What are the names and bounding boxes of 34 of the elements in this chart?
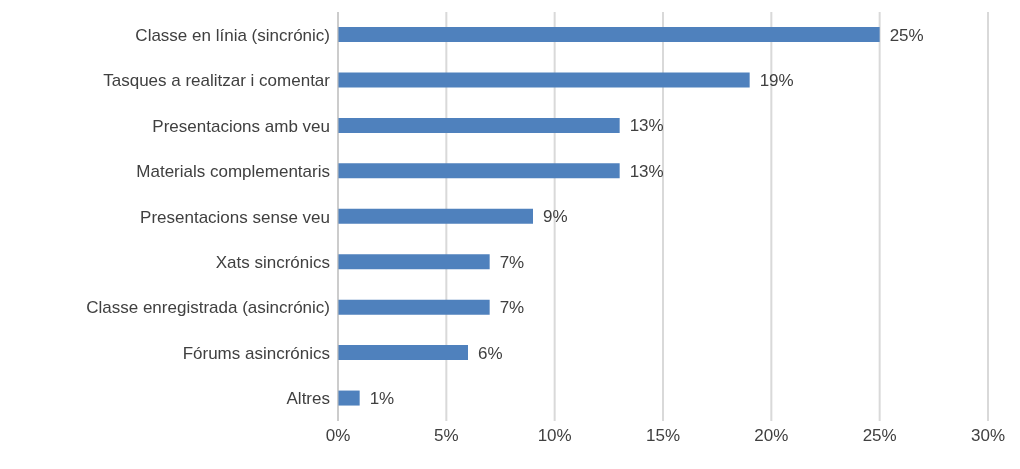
x-tick-label: 15% [645,426,681,446]
data-label: 9% [543,207,568,227]
bar [338,163,620,179]
y-tick-label: Fórums asincrónics [182,343,330,363]
x-tick-label: 30% [970,426,1006,446]
bar [338,72,750,88]
bar [338,208,533,224]
y-tick-label: Xats sincrónics [215,252,330,272]
y-tick-label: Presentacions amb veu [152,116,330,136]
data-label: 1% [369,389,395,409]
y-tick-label: Presentacions sense veu [140,207,330,227]
data-label: 19% [759,70,794,90]
bar [338,27,880,42]
bar [338,345,468,361]
bar [338,299,490,315]
data-label: 13% [629,116,664,136]
data-label: 7% [499,298,525,318]
data-label: 13% [629,161,664,181]
y-tick-label: Tasques a realitzar i comentar [103,71,331,91]
y-tick-label: Classe en línia (sincrónic) [135,25,330,45]
y-tick-label: Classe enregistrada (asincrónic) [86,298,330,318]
x-tick-label: 25% [862,426,897,446]
data-label: 7% [499,252,525,272]
bar [338,390,360,406]
x-tick-label: 0% [325,426,351,446]
x-tick-label: 10% [537,426,572,446]
bar [338,254,490,270]
x-tick-label: 5% [434,426,459,446]
data-label: 25% [889,25,924,45]
data-label: 6% [478,343,503,363]
bar [338,117,620,133]
y-tick-label: Materials complementaris [136,162,330,182]
y-tick-label: Altres [286,389,330,409]
x-tick-label: 20% [754,426,789,446]
